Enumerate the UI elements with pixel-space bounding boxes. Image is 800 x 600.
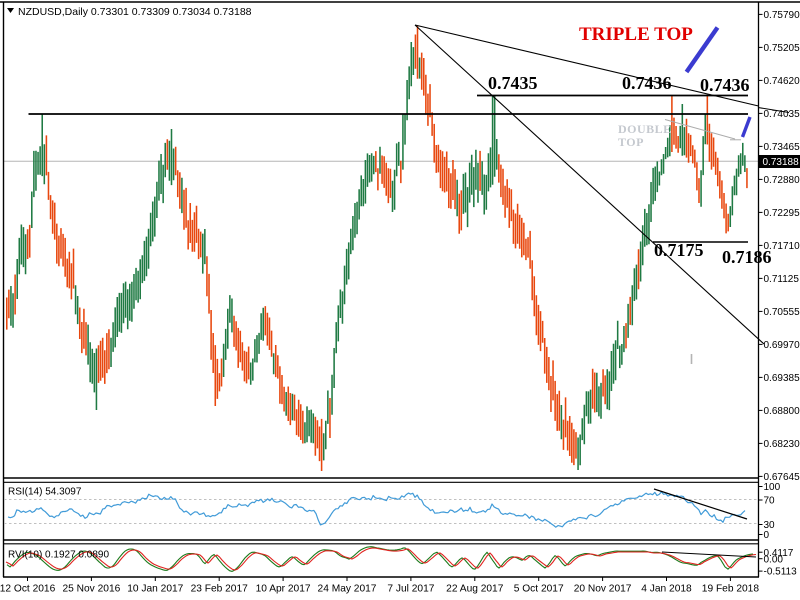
- svg-text:20 Nov 2017: 20 Nov 2017: [574, 584, 632, 595]
- svg-text:0.69385: 0.69385: [764, 373, 800, 384]
- svg-text:100: 100: [764, 482, 781, 493]
- svg-text:0.72295: 0.72295: [764, 208, 800, 219]
- svg-text:23 Feb 2017: 23 Feb 2017: [191, 584, 249, 595]
- svg-text:0.67645: 0.67645: [764, 472, 800, 483]
- svg-text:0.75790: 0.75790: [764, 10, 800, 21]
- svg-text:NZDUSD,Daily 0.73301 0.73309: NZDUSD,Daily 0.73301 0.73309 0.73034 0.7…: [18, 6, 252, 18]
- svg-text:0.71125: 0.71125: [764, 274, 800, 285]
- svg-text:0.7436: 0.7436: [700, 75, 750, 95]
- svg-text:0.7186: 0.7186: [722, 247, 772, 267]
- svg-text:22 Aug 2017: 22 Aug 2017: [446, 584, 504, 595]
- svg-text:10 Apr 2017: 10 Apr 2017: [256, 584, 311, 595]
- svg-text:0: 0: [764, 530, 770, 541]
- svg-text:0.73465: 0.73465: [764, 142, 800, 153]
- svg-text:12 Oct 2016: 12 Oct 2016: [0, 584, 56, 595]
- svg-text:TOP: TOP: [618, 135, 644, 149]
- svg-text:0.75205: 0.75205: [764, 43, 800, 54]
- svg-text:0.70555: 0.70555: [764, 307, 800, 318]
- svg-text:0.71710: 0.71710: [764, 241, 800, 252]
- svg-text:0.7435: 0.7435: [488, 73, 538, 93]
- svg-text:0.7436: 0.7436: [622, 73, 672, 93]
- svg-text:0.74620: 0.74620: [764, 76, 800, 87]
- svg-text:5 Oct 2017: 5 Oct 2017: [514, 584, 564, 595]
- svg-text:0.68230: 0.68230: [764, 439, 800, 450]
- svg-text:4 Jan 2018: 4 Jan 2018: [641, 584, 692, 595]
- svg-text:0.00: 0.00: [764, 554, 784, 565]
- svg-text:RVI(10) 0.1927 0.0890: RVI(10) 0.1927 0.0890: [8, 550, 109, 561]
- svg-text:0.74035: 0.74035: [764, 109, 800, 120]
- svg-text:0.72880: 0.72880: [764, 175, 800, 186]
- svg-text:10 Jan 2017: 10 Jan 2017: [127, 584, 183, 595]
- svg-text:RSI(14) 54.3097: RSI(14) 54.3097: [8, 487, 82, 498]
- svg-text:0.69970: 0.69970: [764, 340, 800, 351]
- svg-text:0.7175: 0.7175: [654, 240, 704, 260]
- svg-text:0.73188: 0.73188: [763, 157, 800, 168]
- svg-text:70: 70: [764, 496, 776, 507]
- svg-text:7 Jul 2017: 7 Jul 2017: [387, 584, 434, 595]
- svg-text:30: 30: [764, 520, 776, 531]
- svg-text:-0.5113: -0.5113: [764, 567, 798, 578]
- svg-text:25 Nov 2016: 25 Nov 2016: [63, 584, 121, 595]
- svg-text:0.68800: 0.68800: [764, 406, 800, 417]
- svg-text:19 Feb 2018: 19 Feb 2018: [702, 584, 760, 595]
- svg-text:24 May 2017: 24 May 2017: [318, 584, 377, 595]
- svg-text:0.4117: 0.4117: [764, 548, 794, 559]
- svg-text:TRIPLE TOP: TRIPLE TOP: [579, 24, 693, 45]
- svg-text:DOUBLE: DOUBLE: [618, 122, 672, 136]
